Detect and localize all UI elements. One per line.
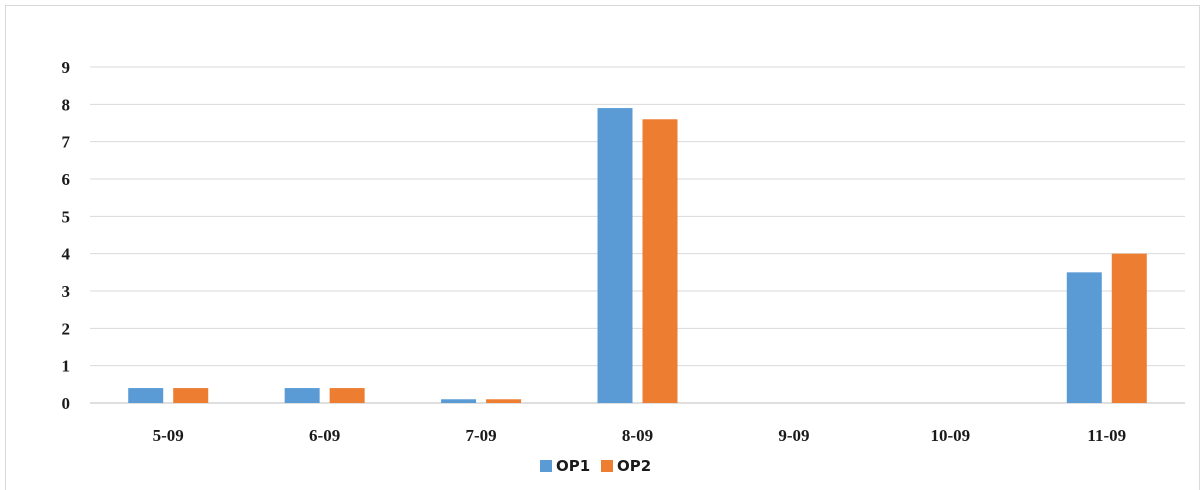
legend-swatch-op2	[601, 460, 613, 472]
legend-label: OP2	[617, 457, 651, 475]
bar-op1-5-09	[128, 388, 164, 403]
x-tick-label: 11-09	[1087, 426, 1126, 445]
bar-op1-6-09	[284, 388, 320, 403]
bar-op2-11-09	[1111, 253, 1147, 403]
bar-op2-7-09	[486, 399, 522, 403]
bars	[128, 108, 1147, 404]
x-tick-label: 6-09	[309, 426, 340, 445]
x-tick-label: 8-09	[622, 426, 653, 445]
y-tick-label: 8	[62, 95, 71, 114]
x-tick-label: 9-09	[778, 426, 809, 445]
y-tick-label: 5	[62, 207, 71, 226]
bar-op2-8-09	[642, 119, 678, 404]
y-tick-label: 0	[62, 394, 71, 413]
x-axis: 5-09 6-09 7-09 8-09 9-09 10-09 11-09	[153, 426, 1127, 445]
x-tick-label: 7-09	[465, 426, 496, 445]
x-tick-label: 10-09	[931, 426, 971, 445]
bar-op2-5-09	[173, 388, 209, 403]
y-tick-label: 6	[62, 170, 71, 189]
bar-op1-7-09	[441, 399, 477, 403]
y-tick-label: 7	[62, 133, 71, 152]
y-tick-label: 9	[62, 58, 71, 77]
y-tick-label: 1	[62, 357, 71, 376]
legend-swatch-op1	[540, 460, 552, 472]
y-tick-label: 4	[62, 245, 71, 264]
bar-op1-8-09	[597, 108, 633, 404]
bar-op1-11-09	[1066, 272, 1102, 403]
y-axis: 0 1 2 3 4 5 6 7 8 9	[62, 58, 71, 413]
x-tick-label: 5-09	[153, 426, 184, 445]
legend-label: OP1	[556, 457, 590, 475]
y-tick-label: 2	[62, 319, 71, 338]
y-tick-label: 3	[62, 282, 71, 301]
legend: OP1 OP2	[540, 457, 651, 475]
bar-op2-6-09	[329, 388, 365, 403]
gridlines	[90, 66, 1185, 404]
